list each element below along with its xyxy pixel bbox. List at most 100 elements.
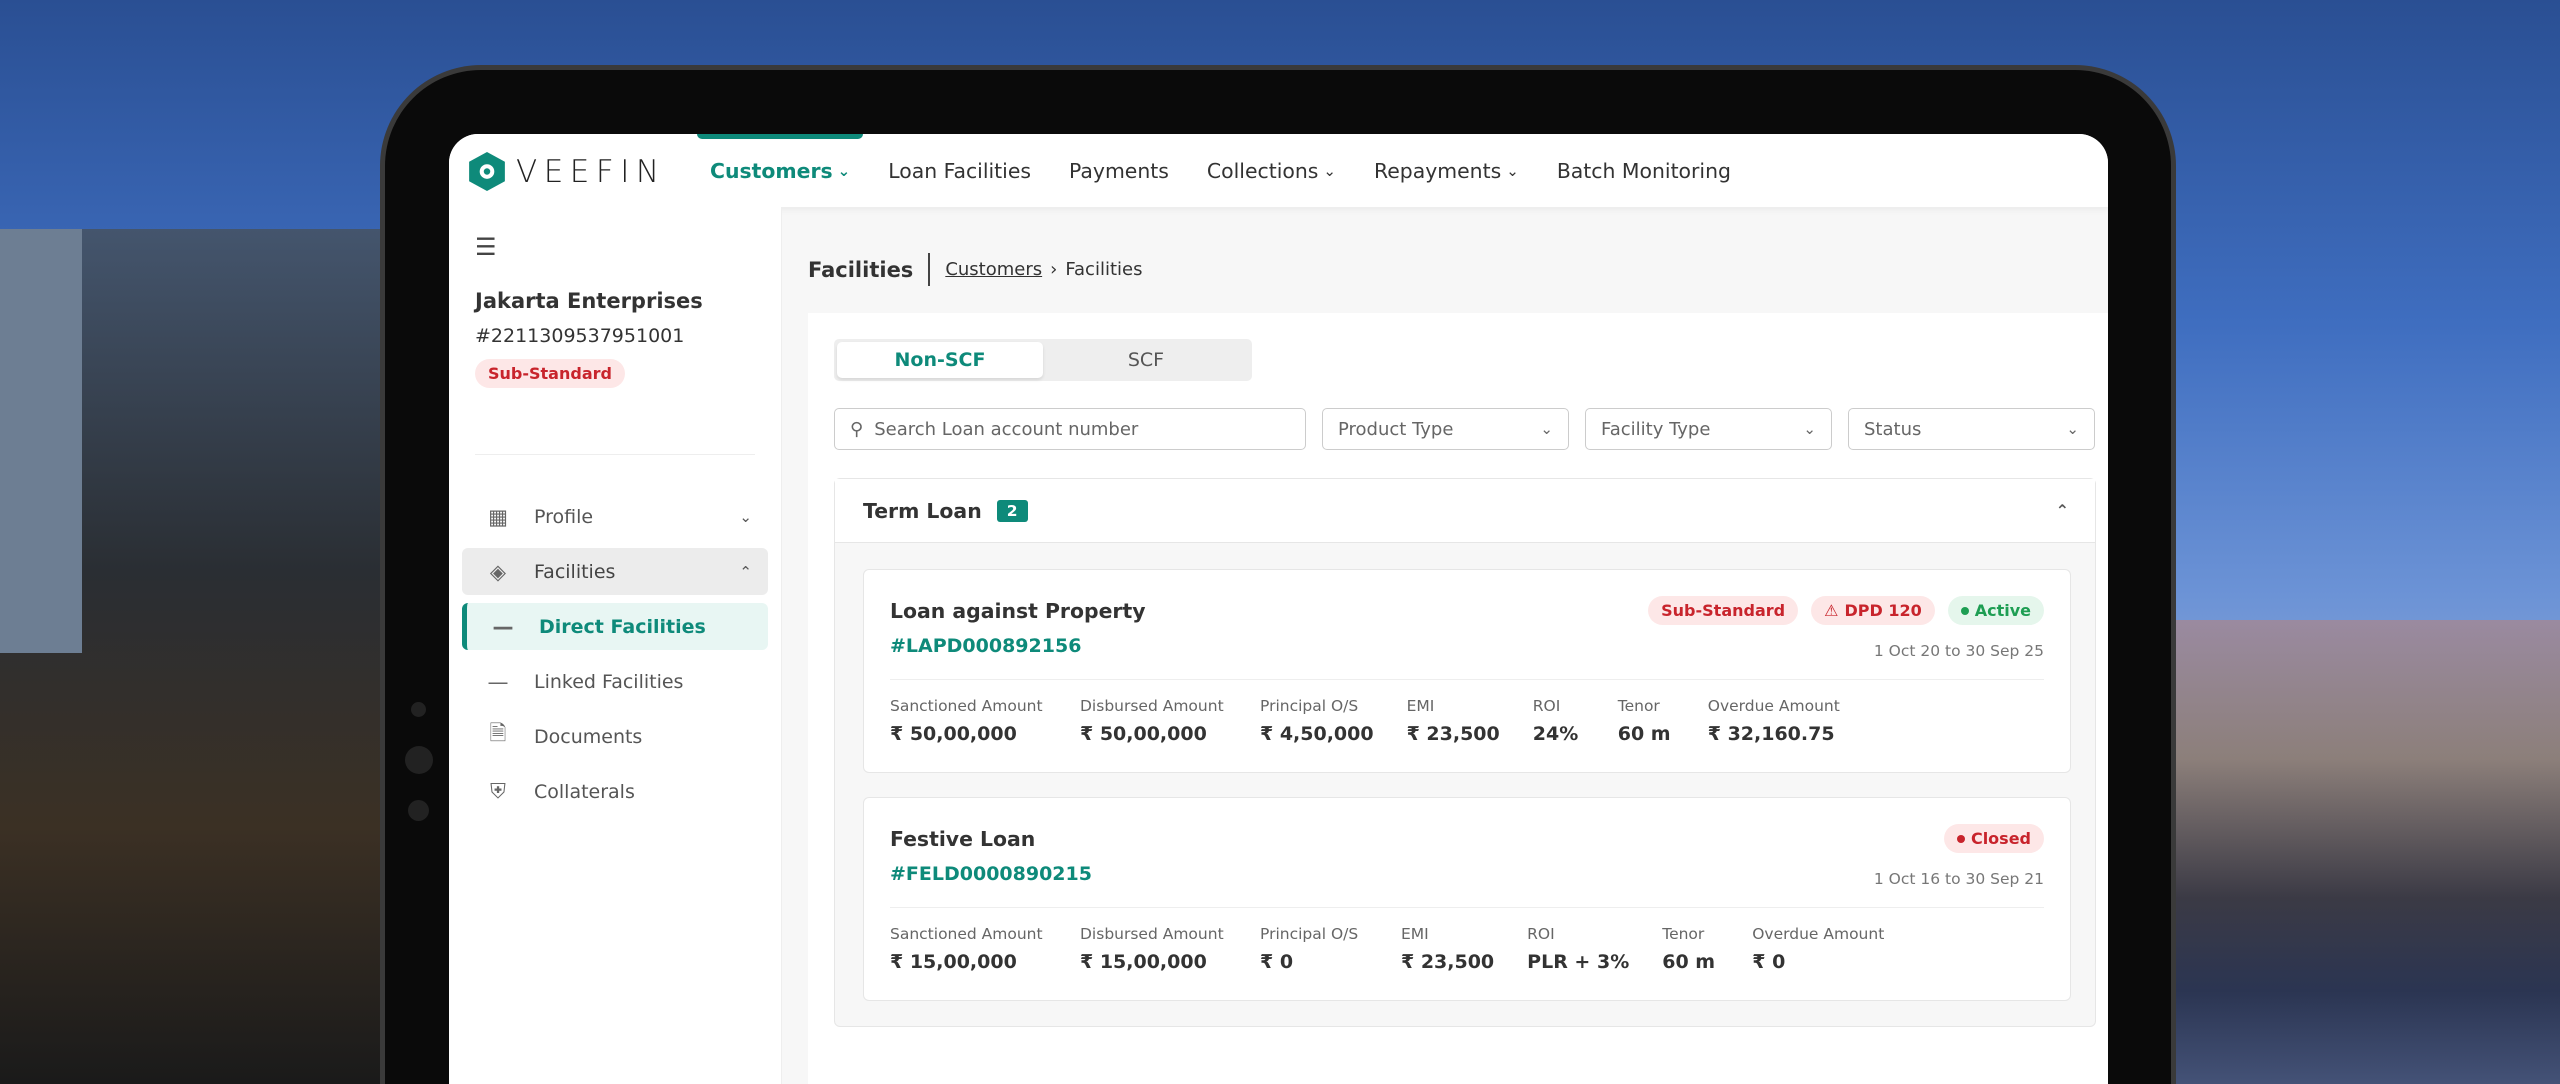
nav-repayments[interactable]: Repayments ⌄ [1374,134,1519,207]
nav-batch-monitoring[interactable]: Batch Monitoring [1557,134,1731,207]
field-label: Tenor [1662,925,1705,943]
select-label: Product Type [1338,418,1454,440]
field-label: Disbursed Amount [1080,697,1224,715]
main-content: Facilities Customers › Facilities Non-SC… [784,207,2108,1084]
sidebar-item-documents[interactable]: 🗎 Documents [462,713,768,760]
field-value: ₹ 4,50,000 [1260,723,1374,745]
grid-icon: ▦ [488,504,508,529]
facility-period: 1 Oct 16 to 30 Sep 21 [1873,870,2044,888]
veefin-logo-icon [469,152,505,191]
field-label: EMI [1401,925,1429,943]
divider [890,679,2044,680]
document-icon: 🗎 [489,721,507,745]
group-title: Term Loan [863,498,982,523]
sidebar: ☰ Jakarta Enterprises #2211309537951001 … [449,207,782,1084]
camera-icon [411,702,426,717]
chevron-right-icon: › [1050,259,1058,280]
tab-non-scf[interactable]: Non-SCF [837,342,1043,378]
status-badge: Closed [1943,824,2044,853]
breadcrumb: Facilities Customers › Facilities [808,253,1142,286]
chevron-down-icon: ⌄ [739,507,752,526]
breadcrumb-customers-link[interactable]: Customers [945,259,1043,280]
field-value: ₹ 0 [1752,951,1786,973]
building-right [2172,620,2560,1084]
nav-loan-facilities[interactable]: Loan Facilities [888,134,1031,207]
facility-field: Overdue Amount ₹ 32,160.75 [1708,697,1855,745]
facility-field: Sanctioned Amount ₹ 15,00,000 [890,925,1047,973]
field-value: ₹ 15,00,000 [1080,951,1207,973]
facility-field: EMI ₹ 23,500 [1401,925,1494,973]
chevron-down-icon: ⌄ [2066,420,2079,438]
dpd-badge: ⚠ DPD 120 [1811,596,1935,625]
chevron-down-icon: ⌄ [837,161,851,180]
sidebar-item-linked-facilities[interactable]: — Linked Facilities [462,658,768,705]
field-value: ₹ 50,00,000 [890,723,1017,745]
tab-scf[interactable]: SCF [1127,349,1165,371]
facility-type-select[interactable]: Facility Type ⌄ [1585,408,1832,450]
building-left-tower [0,229,82,653]
dash-icon: — [487,669,509,694]
search-placeholder: Search Loan account number [874,418,1139,440]
field-label: Overdue Amount [1752,925,1885,943]
search-icon: ⚲ [850,418,864,440]
top-nav: VEEFIN Customers ⌄ Loan Facilities Paymen… [449,134,2108,207]
field-value: PLR + 3% [1527,951,1630,973]
status-select[interactable]: Status ⌄ [1848,408,2095,450]
field-value: ₹ 23,500 [1406,723,1500,745]
customer-name: Jakarta Enterprises [475,289,703,313]
select-label: Facility Type [1601,418,1711,440]
search-input[interactable]: ⚲ Search Loan account number [834,408,1306,450]
nav-label: Repayments [1373,158,1502,183]
facility-field: Disbursed Amount ₹ 50,00,000 [1080,697,1227,745]
nav-customers[interactable]: Customers ⌄ [696,134,864,207]
sidebar-item-collaterals[interactable]: ⛨ Collaterals [462,768,768,815]
facility-field: Tenor 60 m [1618,697,1675,745]
field-value: ₹ 0 [1260,951,1294,973]
classification-badge: Sub-Standard [1648,596,1799,625]
hamburger-menu-icon[interactable]: ☰ [475,233,497,261]
field-label: Sanctioned Amount [890,697,1043,715]
sidebar-item-label: Direct Facilities [539,615,706,638]
nav-collections[interactable]: Collections ⌄ [1207,134,1336,207]
chevron-down-icon: ⌄ [1803,420,1816,438]
brand-name: VEEFIN [516,153,666,190]
status-badge: Active [1947,596,2044,625]
field-label: Tenor [1617,697,1660,715]
account-number-link[interactable]: #LAPD000892156 [890,635,1082,657]
facility-name: Loan against Property [890,599,1146,623]
select-label: Status [1864,418,1922,440]
divider [475,454,755,455]
facility-field: ROI PLR + 3% [1527,925,1629,973]
sidebar-item-direct-facilities[interactable]: — Direct Facilities [462,603,768,650]
status-label: Closed [1970,829,2031,848]
account-number-link[interactable]: #FELD0000890215 [890,863,1092,885]
field-label: Principal O/S [1260,925,1359,943]
breadcrumb-current: Facilities [1065,259,1143,280]
sensor-icon [408,800,429,821]
sidebar-item-facilities[interactable]: ◈ Facilities ⌃ [462,548,768,595]
field-value: ₹ 23,500 [1401,951,1495,973]
group-header[interactable]: Term Loan 2 ⌃ [835,479,2095,543]
sidebar-item-label: Collaterals [534,780,635,803]
divider [890,907,2044,908]
field-label: Disbursed Amount [1080,925,1224,943]
divider [928,253,931,286]
field-value: ₹ 32,160.75 [1707,723,1835,745]
warning-icon: ⚠ [1824,601,1839,620]
sidebar-item-profile[interactable]: ▦ Profile ⌄ [462,493,768,540]
facility-card[interactable]: Loan against Property #LAPD000892156 Sub… [863,569,2071,773]
chevron-down-icon: ⌄ [1323,161,1336,180]
layers-icon: ◈ [489,559,507,584]
nav-payments[interactable]: Payments [1069,134,1169,207]
facility-card[interactable]: Festive Loan #FELD0000890215 Closed 1 Oc… [863,797,2071,1001]
main-nav: Customers ⌄ Loan Facilities Payments Coll… [696,134,1731,207]
nav-label: Batch Monitoring [1556,158,1731,183]
facility-field: Overdue Amount ₹ 0 [1752,925,1899,973]
nav-label: Payments [1069,158,1169,183]
product-type-select[interactable]: Product Type ⌄ [1322,408,1569,450]
field-value: 24% [1532,723,1579,745]
logo[interactable]: VEEFIN [469,152,666,191]
chevron-up-icon[interactable]: ⌃ [2055,501,2069,520]
chevron-down-icon: ⌄ [1506,161,1519,180]
